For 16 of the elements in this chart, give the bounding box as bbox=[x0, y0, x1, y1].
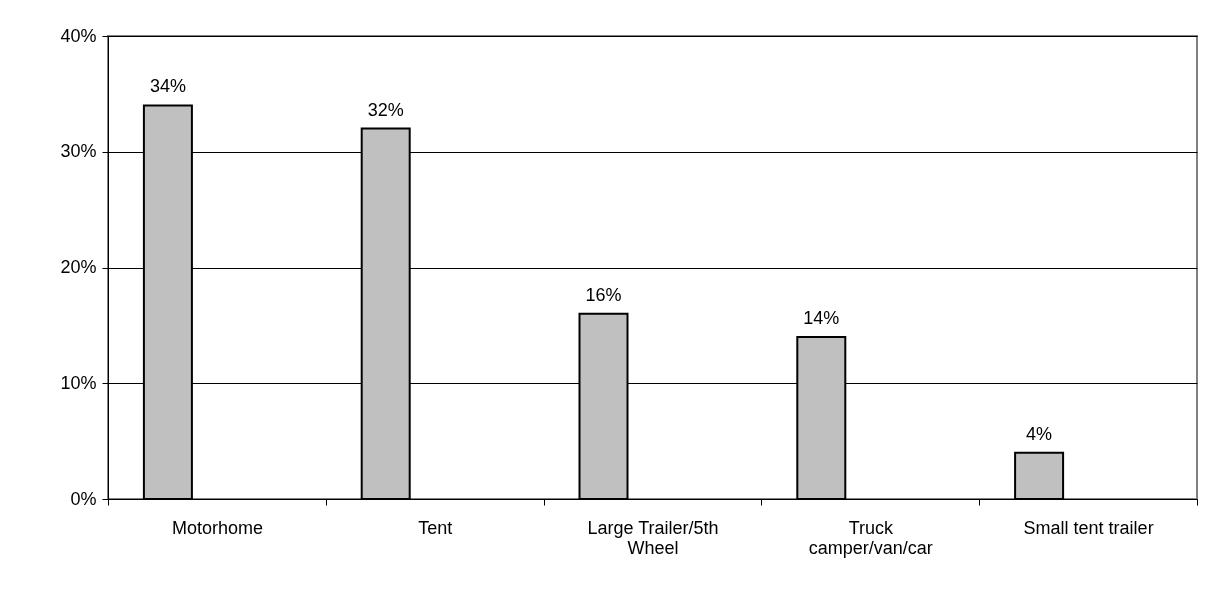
data-label: 16% bbox=[585, 284, 622, 305]
x-tick-label: Large Trailer/5th Wheel bbox=[587, 517, 719, 558]
data-label: 4% bbox=[1026, 423, 1053, 444]
x-tick-label: Truck camper/van/car bbox=[808, 517, 933, 558]
x-tick-label: Small tent trailer bbox=[1023, 517, 1154, 538]
y-tick-label: 0% bbox=[70, 488, 97, 509]
y-tick-label: 40% bbox=[60, 25, 97, 46]
bar bbox=[1014, 451, 1065, 500]
data-label: 14% bbox=[803, 307, 840, 328]
x-tick-label: Motorhome bbox=[171, 517, 263, 538]
y-tick-label: 30% bbox=[60, 141, 97, 162]
y-tick-label: 10% bbox=[60, 372, 97, 393]
x-tick-label: Tent bbox=[418, 517, 453, 538]
data-label: 34% bbox=[149, 76, 186, 97]
y-tick-label: 20% bbox=[60, 257, 97, 277]
data-label: 32% bbox=[367, 99, 404, 120]
